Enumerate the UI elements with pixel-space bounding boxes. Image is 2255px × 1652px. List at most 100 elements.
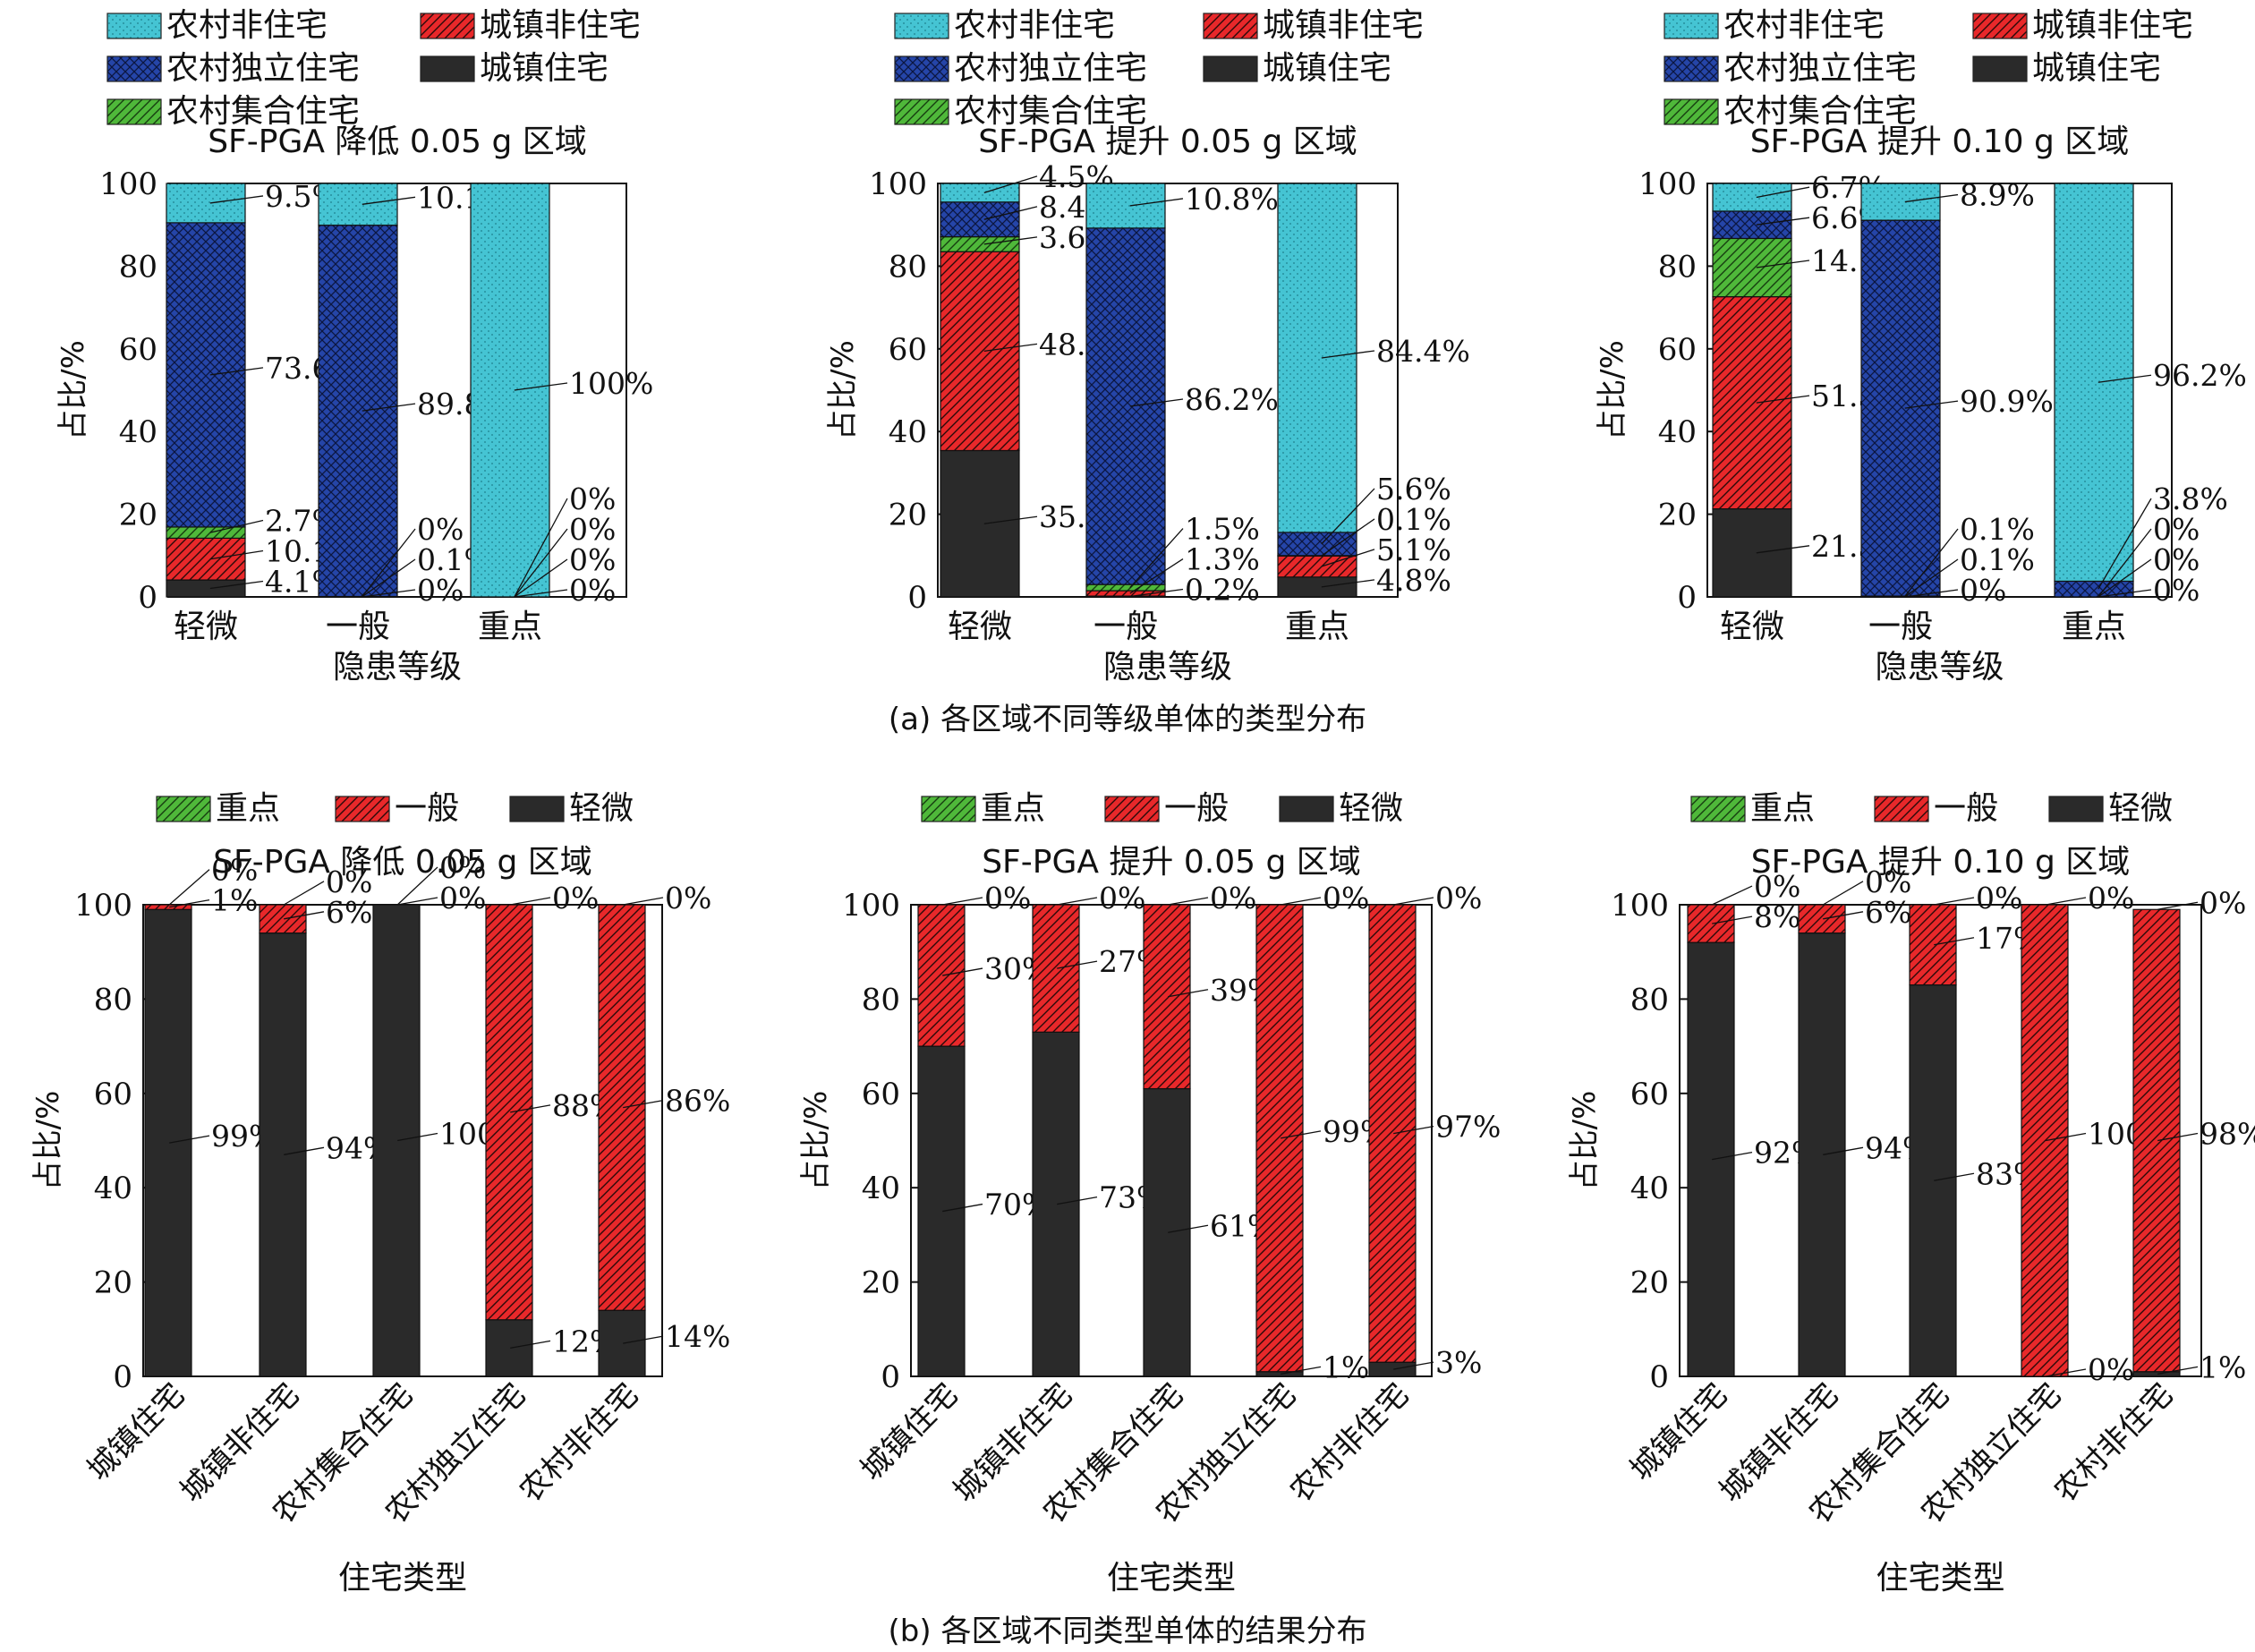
data-label: 0%: [569, 542, 616, 577]
y-tick-label: 60: [119, 332, 157, 368]
leader-line: [362, 196, 416, 205]
leader-line: [1393, 1361, 1434, 1370]
bar-segment-general: [1798, 904, 1846, 934]
data-label: 0%: [2088, 881, 2134, 915]
legend-swatch-urban_res: [420, 55, 475, 82]
data-label: 0%: [1435, 881, 1482, 915]
bar-segment-rural_nonres: [940, 183, 1020, 203]
x-axis-label: 住宅类型: [1876, 1560, 2004, 1597]
legend-swatch-severe: [156, 796, 211, 822]
leader-line: [1934, 1172, 1975, 1181]
leader-line: [397, 897, 438, 906]
leader-line: [1281, 1130, 1322, 1139]
x-tick-label: 轻微: [948, 609, 1012, 645]
bar-segment-slight: [1687, 941, 1735, 1377]
bar-segment-general: [1687, 904, 1735, 943]
legend-label-urban_nonres: 城镇非住宅: [480, 7, 641, 44]
leader-line: [2098, 558, 2152, 598]
data-label: 0%: [439, 850, 486, 885]
legend-label-general: 一般: [1934, 790, 1998, 827]
data-label: 0%: [439, 881, 486, 915]
y-tick-label: 80: [862, 982, 900, 1018]
data-label: 0%: [1210, 881, 1256, 915]
y-tick-label: 40: [889, 414, 927, 450]
y-tick-label: 20: [1658, 498, 1697, 533]
y-tick-label: 80: [889, 249, 927, 285]
leader-line: [1057, 960, 1098, 969]
legend-swatch-general: [1104, 796, 1160, 822]
y-tick-label: 20: [1630, 1265, 1669, 1301]
leader-line: [1168, 897, 1209, 906]
plot-frame: [937, 183, 1399, 598]
y-tick-label: 100: [1611, 888, 1669, 924]
data-label: 0%: [1960, 573, 2006, 608]
y-tick-label: 60: [94, 1077, 132, 1112]
leader-line: [510, 1340, 551, 1350]
y-tick-label: 20: [862, 1265, 900, 1301]
bar-segment-rural_nonres: [2054, 183, 2134, 583]
data-label: 0%: [2153, 573, 2200, 608]
y-tick-label: 0: [1677, 580, 1697, 616]
leader-line: [284, 1146, 325, 1155]
bar-segment-rural_detached: [318, 225, 398, 598]
data-label: 100%: [569, 366, 653, 401]
leader-line: [623, 1099, 664, 1109]
y-tick-label: 100: [74, 888, 132, 924]
leader-line: [983, 343, 1038, 352]
legend-swatch-urban_nonres: [1203, 13, 1258, 39]
bar-segment-general: [2021, 904, 2069, 1377]
y-tick-label: 80: [1658, 249, 1697, 285]
leader-line: [2098, 498, 2152, 590]
bar-segment-rural_nonres: [318, 183, 398, 226]
leader-line: [1756, 545, 1810, 554]
chart-title: SF-PGA 提升 0.05 g 区域: [978, 123, 1357, 160]
legend-label-rural_detached: 农村独立住宅: [954, 50, 1147, 87]
bar-segment-general: [1032, 904, 1080, 1033]
data-label: 0%: [552, 881, 599, 915]
leader-line: [1129, 528, 1184, 589]
bar-segment-slight: [598, 1309, 646, 1377]
data-label: 0%: [1323, 881, 1369, 915]
bar-segment-urban_nonres: [1712, 295, 1792, 510]
data-label: 10.8%: [1185, 182, 1279, 217]
legend-label-general: 一般: [1164, 790, 1229, 827]
y-tick-label: 60: [1630, 1077, 1669, 1112]
leader-line: [942, 967, 983, 976]
data-label: 1.5%: [1185, 512, 1260, 547]
x-tick-label: 城镇住宅: [1623, 1376, 1734, 1487]
data-label: 14%: [665, 1319, 730, 1354]
bar-segment-slight: [1909, 984, 1957, 1377]
y-tick-label: 100: [1638, 166, 1697, 202]
leader-line: [209, 580, 264, 590]
leader-line: [1823, 911, 1864, 920]
leader-line: [1756, 217, 1810, 226]
y-tick-label: 20: [119, 498, 157, 533]
bar-segment-rural_collective: [940, 235, 1020, 252]
leader-line: [169, 898, 210, 908]
legend-label-urban_res: 城镇住宅: [1263, 50, 1391, 87]
data-label: 0%: [1865, 864, 1911, 899]
legend-swatch-slight: [509, 796, 565, 822]
leader-line: [942, 1203, 983, 1213]
data-label: 84.4%: [1376, 334, 1470, 369]
legend-label-rural_collective: 农村集合住宅: [1723, 93, 1917, 130]
leader-line: [2157, 1366, 2199, 1375]
leader-line: [397, 1132, 438, 1142]
leader-line: [1934, 897, 1975, 906]
x-tick-label: 农村非住宅: [513, 1376, 645, 1509]
legend-label-rural_nonres: 农村非住宅: [1723, 7, 1885, 44]
bar-segment-rural_nonres: [1085, 183, 1166, 229]
leader-line: [1904, 589, 1959, 598]
leader-line: [510, 1104, 551, 1113]
y-tick-label: 80: [1630, 982, 1669, 1018]
x-tick-label: 一般: [1868, 609, 1933, 645]
bar-segment-general: [2132, 908, 2181, 1373]
leader-line: [1321, 579, 1375, 588]
y-axis-label: 占比/%: [30, 1091, 66, 1191]
data-label: 0%: [417, 573, 464, 608]
x-tick-label: 农村非住宅: [1283, 1376, 1416, 1509]
